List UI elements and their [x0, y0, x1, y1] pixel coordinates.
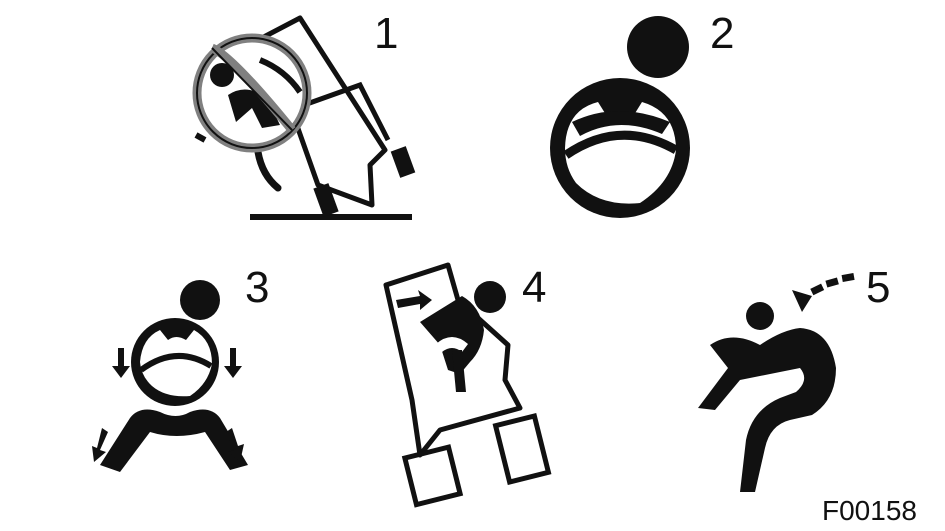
- panel-3: 3: [92, 263, 269, 472]
- panel-4: 4: [383, 262, 552, 508]
- arrow-down-left: [112, 348, 130, 378]
- operator-legs: [100, 409, 248, 472]
- operator-leaning-away-in-tipping-cab-icon: [383, 262, 552, 508]
- wheel-front: [401, 444, 464, 508]
- panel-2-number: 2: [710, 9, 734, 58]
- panel-1: 1: [192, 9, 416, 220]
- prohibited-figure-head: [210, 63, 234, 87]
- operator-head: [180, 280, 220, 320]
- arrow-down-right: [224, 348, 242, 378]
- steering-wheel-inner: [140, 330, 212, 397]
- falling-leg: [254, 148, 282, 192]
- wheel-rear: [390, 146, 416, 178]
- motion-mark: [194, 132, 207, 143]
- panel-1-number: 1: [374, 9, 398, 58]
- prohibition-slash-edge: [211, 47, 293, 131]
- panel-3-number: 3: [245, 263, 269, 312]
- brace-arrows: [92, 348, 244, 462]
- lean-arrow-dashed: [792, 273, 855, 312]
- figure-code: F00158: [822, 495, 917, 526]
- operator-body: [420, 296, 484, 374]
- operator-bracing-arms-legs-icon: [92, 280, 248, 472]
- arrow-head: [792, 290, 812, 312]
- steering-wheel-spoke: [563, 130, 679, 159]
- steering-column: [452, 350, 466, 392]
- prohibited-figure-arm: [258, 57, 303, 94]
- panel-4-number: 4: [522, 263, 546, 312]
- panel-5-number: 5: [866, 263, 890, 312]
- operator-head: [746, 302, 774, 330]
- dash-2: [825, 277, 839, 288]
- panel-2: 2: [550, 9, 734, 218]
- steering-wheel-gap: [436, 337, 468, 352]
- arrow-leg-left: [92, 428, 108, 462]
- gripping-arms: [572, 111, 670, 136]
- operator-head: [474, 281, 506, 313]
- wheel-front: [313, 183, 339, 217]
- prohibition-slash: [210, 43, 296, 133]
- tilted-forklift-prohibited-icon: [192, 15, 416, 220]
- panel-5: 5: [698, 263, 890, 492]
- operator-body: [698, 328, 836, 492]
- operator-gripping-steering-wheel-icon: [550, 16, 690, 218]
- dash-1: [841, 273, 855, 282]
- arrow-leg-right: [226, 428, 244, 462]
- tipping-cab: [383, 262, 523, 458]
- prohibition-ring-edge: [196, 37, 308, 149]
- operator-head: [627, 16, 689, 78]
- operator-leaning-forward-icon: [698, 273, 855, 492]
- dash-3: [810, 283, 825, 296]
- wheel-rear: [492, 412, 552, 486]
- lean-arrow: [396, 290, 432, 310]
- cab-seat-line: [289, 81, 391, 142]
- steering-wheel-spoke: [139, 352, 213, 373]
